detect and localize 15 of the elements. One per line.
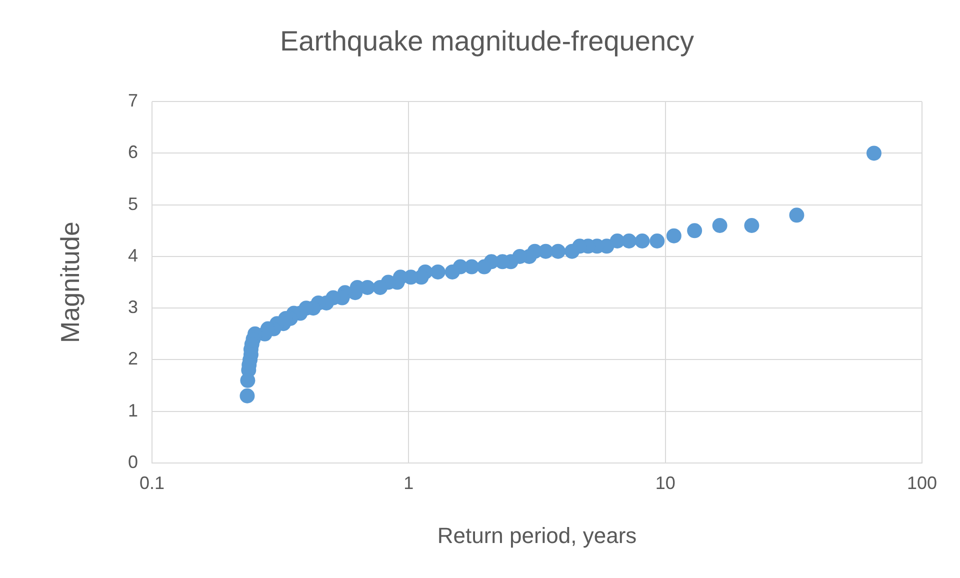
x-tick-label: 1 <box>404 472 414 493</box>
y-tick-label: 4 <box>128 245 138 266</box>
x-tick-label: 0.1 <box>139 472 165 493</box>
y-tick-label: 6 <box>128 142 138 162</box>
x-tick-label: 10 <box>655 472 676 493</box>
chart-title: Earthquake magnitude-frequency <box>280 26 694 57</box>
y-axis-title: Magnitude <box>54 222 85 344</box>
y-tick-label: 0 <box>128 452 138 472</box>
y-tick-label: 7 <box>128 90 138 111</box>
y-tick-label: 1 <box>128 400 138 420</box>
y-tick-label: 2 <box>128 348 138 369</box>
x-axis-title: Return period, years <box>437 522 637 548</box>
y-tick-label: 5 <box>128 194 138 214</box>
y-tick-label: 3 <box>128 297 138 318</box>
x-tick-label: 100 <box>906 472 938 493</box>
